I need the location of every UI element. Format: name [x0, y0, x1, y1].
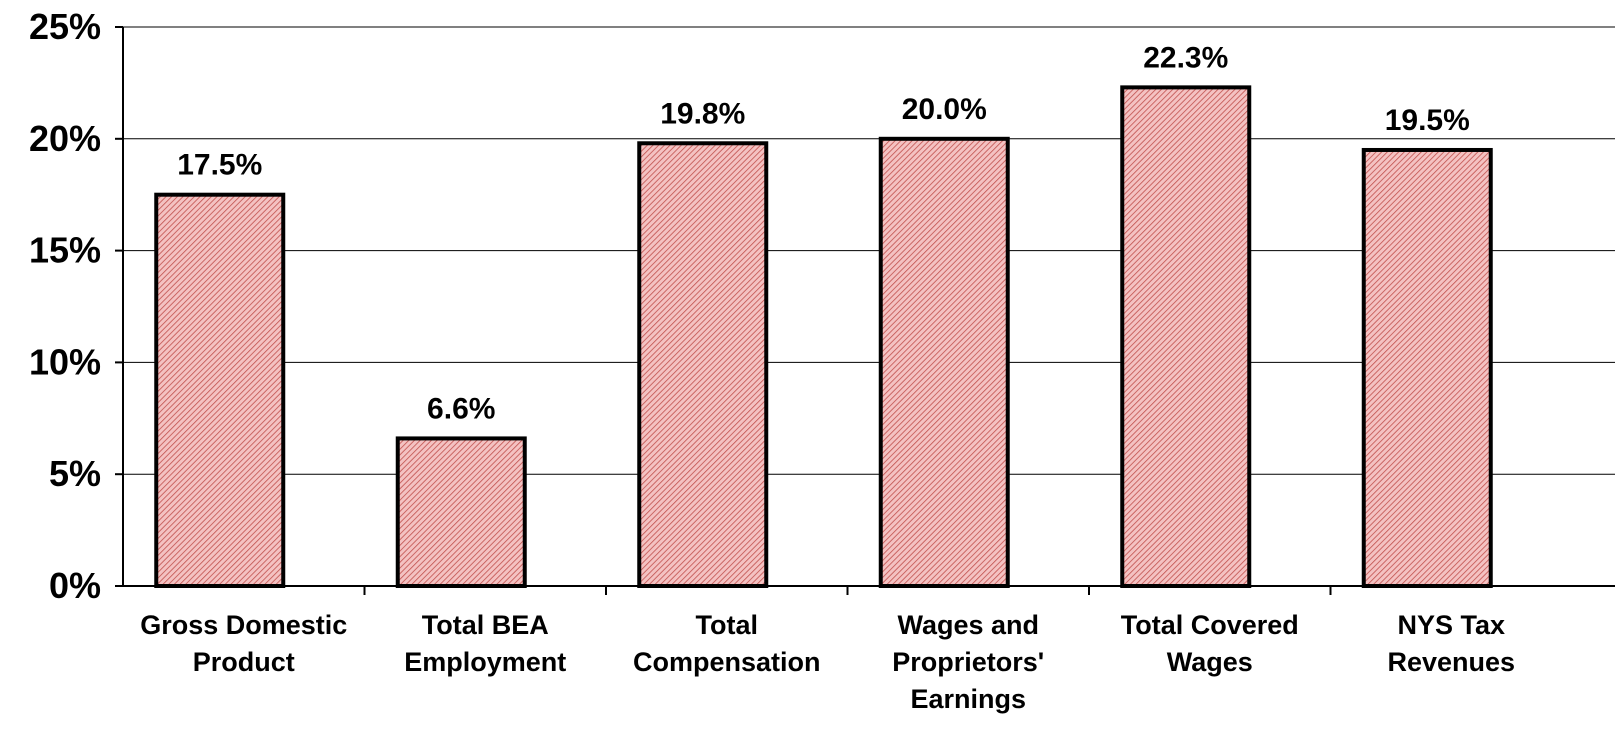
- x-category-label-line: Total: [696, 610, 759, 640]
- y-tick-label: 20%: [29, 118, 101, 159]
- bar: [395, 436, 527, 589]
- x-category-label: Total Covered Wages: [1121, 610, 1299, 677]
- x-category-label-line: Total Covered: [1121, 610, 1299, 640]
- x-category-label-line: Wages and: [897, 610, 1039, 640]
- x-category-label-line: Total BEA: [422, 610, 549, 640]
- data-label: 22.3%: [1143, 41, 1228, 74]
- bars: [154, 85, 1493, 589]
- y-tick-label: 5%: [49, 453, 101, 494]
- y-tick-label: 10%: [29, 341, 101, 382]
- bar: [1361, 147, 1493, 588]
- x-category-label-line: Earnings: [910, 684, 1026, 714]
- bar: [637, 141, 769, 588]
- bar: [1120, 85, 1252, 588]
- data-label: 19.8%: [660, 97, 745, 130]
- y-tick-label: 25%: [29, 6, 101, 47]
- x-category-label: NYS Tax Revenues: [1387, 610, 1515, 677]
- x-category-label-line: Compensation: [633, 647, 821, 677]
- x-category-label-line: Product: [193, 647, 295, 677]
- data-label: 6.6%: [427, 392, 495, 425]
- x-category-label-line: Wages: [1167, 647, 1253, 677]
- data-label: 20.0%: [902, 93, 987, 126]
- x-category-label-line: Gross Domestic: [140, 610, 347, 640]
- labels: 0% 5% 10% 15% 20% 25% 17.5% Gross Domestic Produ…: [29, 6, 1515, 714]
- x-category-label-line: NYS Tax: [1397, 610, 1505, 640]
- x-category-label: Gross Domestic Product: [140, 610, 347, 677]
- x-category-label-line: Employment: [404, 647, 566, 677]
- x-category-label-line: Proprietors': [892, 647, 1044, 677]
- bar: [878, 136, 1010, 589]
- x-category-label-line: Revenues: [1387, 647, 1515, 677]
- bar: [154, 192, 286, 588]
- data-label: 19.5%: [1385, 104, 1470, 137]
- x-category-label: Wages and Proprietors' Earnings: [892, 610, 1044, 714]
- y-tick-label: 0%: [49, 565, 101, 606]
- x-category-label: Total Compensation: [633, 610, 821, 677]
- y-tick-label: 15%: [29, 230, 101, 271]
- data-label: 17.5%: [177, 149, 262, 182]
- x-category-label: Total BEA Employment: [404, 610, 566, 677]
